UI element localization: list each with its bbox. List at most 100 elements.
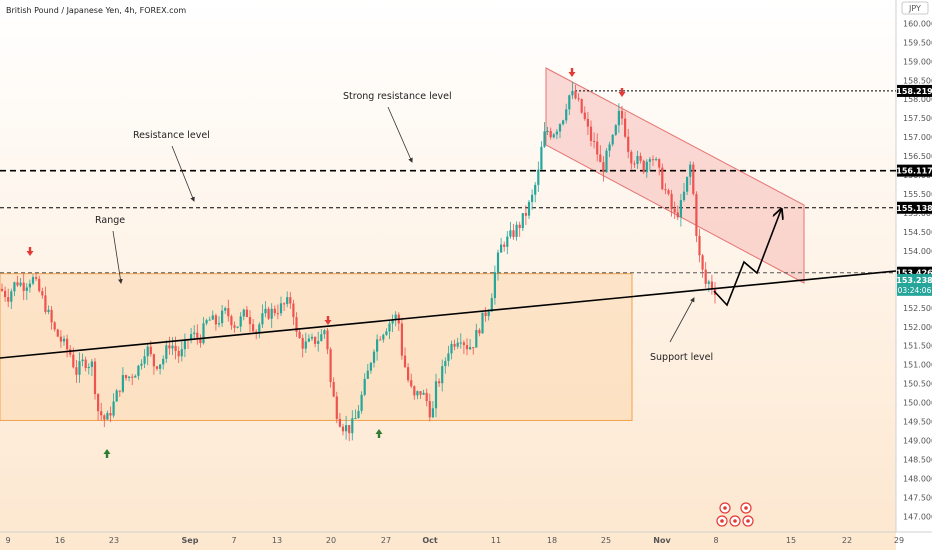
candle-body (162, 358, 165, 365)
candle-body (75, 367, 78, 375)
candle-body (648, 159, 651, 162)
candle-body (177, 351, 180, 357)
candle-body (664, 189, 667, 191)
candle-body (459, 342, 462, 344)
candle-body (233, 325, 236, 328)
candle-body (264, 308, 267, 314)
candle-body (59, 336, 62, 342)
candle-body (230, 316, 233, 326)
candle-body (351, 418, 354, 434)
candle-body (4, 290, 7, 298)
candle-body (639, 156, 642, 161)
annotation-arrow (387, 106, 413, 163)
candle-body (289, 297, 292, 304)
candle-body (84, 359, 87, 369)
candle-body (22, 282, 25, 291)
candle-body (608, 144, 611, 151)
annotation-label: Resistance level (133, 130, 210, 141)
currency-badge: JPY (901, 1, 929, 15)
candle-body (602, 162, 605, 173)
candle-body (248, 316, 252, 325)
candle-body (155, 366, 159, 369)
candle-body (31, 277, 35, 284)
candle-body (475, 329, 478, 348)
candle-body (571, 90, 574, 96)
candle-body (596, 141, 599, 155)
y-tick-label: 155.500 (903, 190, 932, 199)
candle-body (434, 381, 438, 409)
candle-body (509, 230, 512, 237)
candle-body (577, 98, 580, 100)
candle-body (279, 303, 283, 314)
candle-body (217, 323, 221, 325)
event-icons[interactable] (716, 502, 754, 527)
candle-body (642, 160, 645, 173)
y-tick-label: 159.000 (903, 57, 932, 66)
candle-body (658, 159, 661, 168)
candle-body (376, 339, 379, 352)
candle-body (630, 151, 633, 164)
candle-body (431, 408, 434, 418)
candle-body (320, 334, 323, 342)
candle-body (38, 278, 41, 292)
candle-body (428, 401, 431, 418)
candle-body (56, 329, 59, 337)
candle-body (444, 360, 447, 367)
candle-body (171, 345, 174, 349)
candle-body (221, 310, 224, 324)
candle-body (196, 332, 199, 338)
candle-body (348, 425, 351, 434)
candle-body (87, 366, 90, 369)
candle-body (651, 159, 655, 161)
x-tick-label: 22 (842, 536, 852, 545)
y-tick-label: 148.000 (903, 474, 932, 483)
x-tick-label: 27 (381, 536, 391, 545)
candle-body (521, 213, 524, 229)
price-level-badge-label: 158.219 (896, 87, 932, 96)
candle-body (537, 169, 540, 185)
candle-body (558, 124, 562, 132)
candle-body (239, 316, 242, 327)
candle-body (562, 120, 565, 125)
x-tick-label: 13 (272, 536, 282, 545)
projected-path-arrow (713, 210, 781, 307)
x-tick-label: Sep (182, 536, 199, 545)
y-tick-label: 147.500 (903, 493, 932, 502)
candle-body (146, 346, 149, 357)
candle-body (478, 329, 481, 334)
x-tick-label: 23 (109, 536, 119, 545)
candle-body (149, 346, 152, 355)
candle-body (7, 297, 10, 302)
candle-body (695, 194, 698, 236)
candle-body (25, 287, 28, 291)
candle-body (78, 361, 81, 375)
candle-body (295, 317, 298, 332)
candle-body (534, 184, 537, 195)
candle-body (258, 324, 261, 333)
candle-body (81, 359, 84, 362)
candle-body (62, 338, 66, 342)
candle-body (661, 167, 664, 190)
candle-body (118, 390, 121, 392)
candle-body (326, 330, 329, 350)
y-tick-label: 160.000 (903, 19, 932, 28)
candle-body (704, 269, 707, 284)
candle-body (338, 418, 341, 427)
candle-body (552, 134, 555, 138)
candle-body (487, 311, 490, 317)
candle-body (159, 364, 162, 369)
candle-body (447, 353, 450, 361)
candle-body (382, 334, 385, 340)
y-tick-label: 150.500 (903, 380, 932, 389)
candle-body (90, 361, 93, 367)
candle-body (283, 303, 286, 305)
candle-body (93, 361, 97, 395)
candle-body (496, 252, 500, 273)
candle-body (689, 164, 692, 177)
candle-body (679, 200, 682, 218)
y-tick-label: 148.500 (903, 456, 932, 465)
candle-body (518, 224, 521, 229)
up-arrow-icon (103, 449, 111, 458)
up-arrow-icon (375, 429, 383, 438)
y-tick-label: 152.000 (903, 323, 932, 332)
